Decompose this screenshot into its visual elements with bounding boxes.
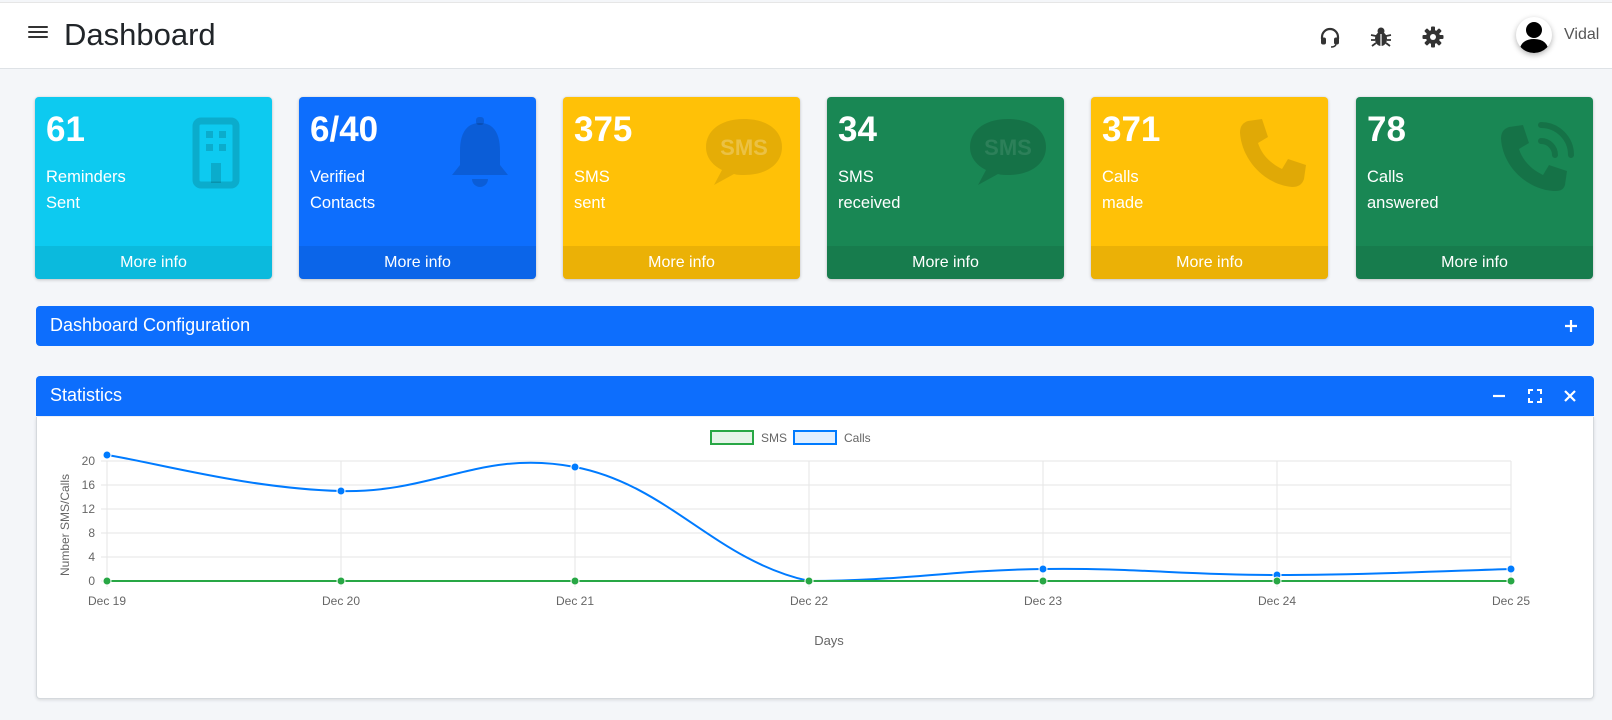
more-info-link[interactable]: More info [827, 246, 1064, 279]
more-info-link[interactable]: More info [1356, 246, 1593, 279]
x-tick-label: Dec 20 [322, 594, 360, 608]
data-point-calls[interactable] [570, 462, 580, 472]
dashboard-configuration-card[interactable]: Dashboard Configuration [36, 306, 1594, 346]
plus-icon[interactable] [1561, 316, 1581, 336]
page-title: Dashboard [64, 17, 216, 52]
close-icon[interactable] [1560, 386, 1580, 406]
expand-icon[interactable] [1525, 386, 1545, 406]
y-tick-label: 8 [88, 526, 95, 540]
box-value: 78 [1367, 110, 1406, 149]
data-point-sms[interactable] [102, 576, 112, 586]
bug-icon[interactable] [1369, 25, 1393, 49]
legend-swatch[interactable] [710, 430, 754, 445]
svg-text:SMS: SMS [720, 135, 768, 160]
sms-icon: SMS [706, 119, 782, 185]
small-box-calls-answered: 78 Calls answered More info [1356, 97, 1593, 279]
card-title: Dashboard Configuration [50, 315, 251, 335]
headset-icon[interactable] [1318, 25, 1342, 49]
legend-label[interactable]: SMS [761, 431, 787, 445]
box-value: 61 [46, 110, 85, 149]
data-point-calls[interactable] [1506, 564, 1516, 574]
x-tick-label: Dec 25 [1492, 594, 1530, 608]
legend-swatch[interactable] [793, 430, 837, 445]
top-navbar: Dashboard Vid [0, 2, 1612, 69]
box-label: SMS sent [574, 168, 610, 212]
small-box-sms-sent: 375 SMS sent SMS More info [563, 97, 800, 279]
box-label: Calls made [1102, 168, 1144, 212]
minus-icon[interactable] [1489, 386, 1509, 406]
phone-icon [1240, 119, 1306, 187]
data-point-sms[interactable] [1272, 576, 1282, 586]
y-tick-label: 16 [82, 478, 96, 492]
statistics-card-header: Statistics [36, 376, 1594, 416]
phone-ringing-icon [1501, 122, 1574, 191]
data-point-calls[interactable] [1038, 564, 1048, 574]
data-point-sms[interactable] [336, 576, 346, 586]
x-tick-label: Dec 23 [1024, 594, 1062, 608]
more-info-link[interactable]: More info [35, 246, 272, 279]
data-point-sms[interactable] [1038, 576, 1048, 586]
x-tick-label: Dec 22 [790, 594, 828, 608]
y-tick-label: 12 [82, 502, 96, 516]
box-label: SMS received [838, 168, 901, 212]
x-tick-label: Dec 19 [88, 594, 126, 608]
data-point-calls[interactable] [102, 450, 112, 460]
small-box-reminders: 61 Reminders Sent More info [35, 97, 272, 279]
x-tick-label: Dec 24 [1258, 594, 1296, 608]
more-info-link[interactable]: More info [299, 246, 536, 279]
bell-icon [452, 117, 508, 187]
box-label: Reminders Sent [46, 168, 126, 212]
data-point-sms[interactable] [804, 576, 814, 586]
data-point-sms[interactable] [1506, 576, 1516, 586]
y-tick-label: 4 [88, 550, 95, 564]
box-label: Calls answered [1367, 168, 1439, 212]
building-icon [192, 117, 240, 189]
small-box-verified-contacts: 6/40 Verified Contacts More info [299, 97, 536, 279]
more-info-link[interactable]: More info [563, 246, 800, 279]
box-label: Verified Contacts [310, 168, 376, 212]
user-avatar [1516, 17, 1552, 53]
statistics-card-body: 0 4 8 12 16 20 Dec 19 Dec 20 Dec 21 Dec 22 Dec 23… [36, 417, 1594, 699]
box-value: 34 [838, 110, 877, 149]
sms-icon: SMS [970, 119, 1046, 185]
legend-label[interactable]: Calls [844, 431, 871, 445]
more-info-link[interactable]: More info [1091, 246, 1328, 279]
statistics-chart: 0 4 8 12 16 20 Dec 19 Dec 20 Dec 21 Dec 22 Dec 23… [58, 430, 1530, 648]
card-title: Statistics [50, 385, 123, 405]
svg-text:SMS: SMS [984, 135, 1032, 160]
menu-icon[interactable] [28, 23, 48, 43]
data-point-sms[interactable] [570, 576, 580, 586]
gear-icon[interactable] [1421, 25, 1445, 49]
y-axis-label: Number SMS/Calls [58, 474, 72, 576]
box-value: 375 [574, 110, 633, 149]
box-value: 371 [1102, 110, 1161, 149]
data-point-calls[interactable] [336, 486, 346, 496]
y-tick-label: 0 [88, 574, 95, 588]
user-name: Vidal [1564, 26, 1600, 43]
y-tick-label: 20 [82, 454, 96, 468]
x-axis-label: Days [814, 633, 844, 648]
small-box-calls-made: 371 Calls made More info [1091, 97, 1328, 279]
x-tick-label: Dec 21 [556, 594, 594, 608]
box-value: 6/40 [310, 110, 379, 149]
small-box-sms-received: 34 SMS received SMS More info [827, 97, 1064, 279]
user-menu[interactable]: Vidal [1516, 15, 1599, 55]
